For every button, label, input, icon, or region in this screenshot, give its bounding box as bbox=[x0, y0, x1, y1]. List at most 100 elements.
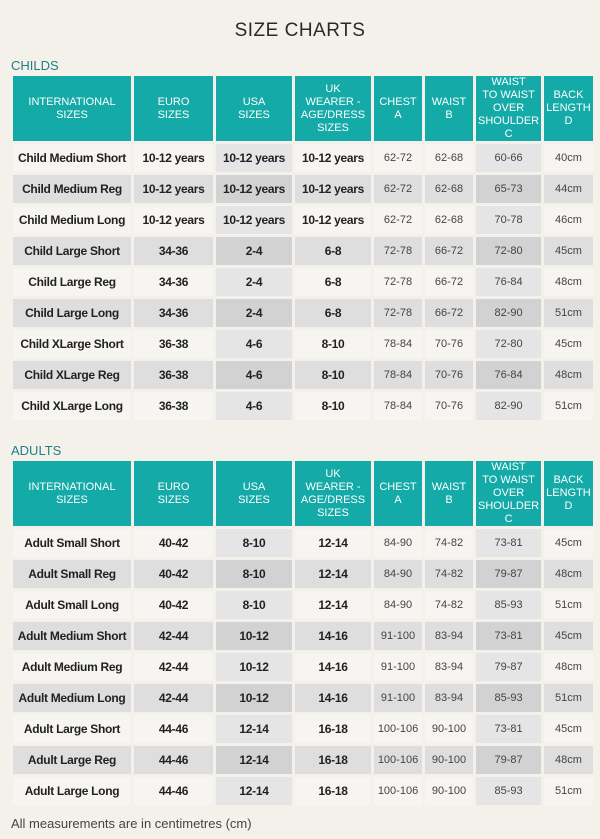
table-row: Child Large Short 34-36 2-4 6-8 72-78 66-72 72… bbox=[13, 237, 593, 265]
column-header-line: SIZES bbox=[157, 493, 190, 506]
column-header-line: SIZES bbox=[238, 493, 270, 506]
table-cell-international: Adult Medium Reg bbox=[13, 653, 131, 681]
table-cell-back-length: 45cm bbox=[544, 715, 593, 743]
table-cell-euro: 40-42 bbox=[134, 529, 213, 557]
table-cell-back-length: 45cm bbox=[544, 237, 593, 265]
column-header-line: BACK bbox=[553, 89, 584, 101]
table-cell-back-length: 44cm bbox=[544, 175, 593, 203]
column-header-line: SIZES bbox=[317, 506, 349, 519]
table-cell-back-length: 48cm bbox=[544, 268, 593, 296]
table-cell-uk: 16-18 bbox=[295, 777, 371, 805]
column-header-uk: UK WEARER - AGE/DRESS SIZES bbox=[295, 461, 371, 526]
table-cell-euro: 44-46 bbox=[134, 777, 213, 805]
table-cell-usa: 2-4 bbox=[216, 299, 292, 327]
table-cell-waist-to-waist: 79-87 bbox=[476, 653, 542, 681]
column-header-line: WAIST bbox=[431, 480, 467, 493]
table-row: Child XLarge Short 36-38 4-6 8-10 78-84 70-76… bbox=[13, 330, 593, 358]
column-header-line: OVER bbox=[492, 487, 525, 499]
column-header-line: C bbox=[504, 513, 513, 525]
column-header-line: INTERNATIONAL bbox=[28, 95, 116, 108]
table-cell-waist: 66-72 bbox=[425, 268, 473, 296]
table-cell-waist-to-waist: 73-81 bbox=[476, 529, 542, 557]
column-header-line: C bbox=[504, 128, 513, 140]
table-cell-waist: 83-94 bbox=[425, 622, 473, 650]
table-cell-international: Adult Large Reg bbox=[13, 746, 131, 774]
column-header-back-length: BACK LENGTH D bbox=[544, 76, 593, 141]
column-header-line: AGE/DRESS bbox=[300, 493, 366, 506]
childs-section-label: CHILDS bbox=[11, 58, 59, 73]
table-cell-usa: 4-6 bbox=[216, 330, 292, 358]
table-row: Adult Medium Long 42-44 10-12 14-16 91-100 83… bbox=[13, 684, 593, 712]
table-cell-international: Adult Large Long bbox=[13, 777, 131, 805]
table-cell-chest: 84-90 bbox=[374, 560, 422, 588]
table-cell-international: Adult Small Long bbox=[13, 591, 131, 619]
table-cell-euro: 42-44 bbox=[134, 622, 213, 650]
table-cell-chest: 100-106 bbox=[374, 715, 422, 743]
table-cell-international: Adult Medium Short bbox=[13, 622, 131, 650]
table-cell-waist: 62-68 bbox=[425, 175, 473, 203]
table-cell-chest: 62-72 bbox=[374, 206, 422, 234]
table-cell-waist-to-waist: 73-81 bbox=[476, 715, 542, 743]
table-cell-usa: 4-6 bbox=[216, 392, 292, 420]
table-cell-waist: 90-100 bbox=[425, 777, 473, 805]
column-header-waist-to-waist: WAIST TO WAIST OVER SHOULDER C bbox=[476, 461, 542, 526]
table-cell-back-length: 48cm bbox=[544, 560, 593, 588]
table-row: Child XLarge Long 36-38 4-6 8-10 78-84 70-76 8… bbox=[13, 392, 593, 420]
table-cell-international: Child Medium Reg bbox=[13, 175, 131, 203]
table-cell-waist-to-waist: 85-93 bbox=[476, 591, 542, 619]
table-cell-back-length: 48cm bbox=[544, 746, 593, 774]
table-cell-international: Child XLarge Short bbox=[13, 330, 131, 358]
table-cell-usa: 10-12 years bbox=[216, 175, 292, 203]
table-cell-waist: 62-68 bbox=[425, 144, 473, 172]
table-cell-international: Child Large Short bbox=[13, 237, 131, 265]
table-cell-chest: 84-90 bbox=[374, 529, 422, 557]
adults-size-table: INTERNATIONAL SIZES EURO SIZES USA SIZES UK WEA… bbox=[10, 458, 596, 808]
table-cell-waist-to-waist: 72-80 bbox=[476, 237, 542, 265]
column-header-line: SHOULDER bbox=[478, 500, 540, 512]
table-cell-usa: 12-14 bbox=[216, 715, 292, 743]
table-cell-euro: 40-42 bbox=[134, 560, 213, 588]
column-header-back-length: BACK LENGTH D bbox=[544, 461, 593, 526]
column-header-line: CHEST bbox=[379, 95, 417, 108]
table-cell-waist-to-waist: 85-93 bbox=[476, 684, 542, 712]
table-cell-uk: 14-16 bbox=[295, 622, 371, 650]
column-header-line: D bbox=[564, 115, 573, 127]
adults-section-label: ADULTS bbox=[11, 443, 62, 458]
table-cell-international: Child Large Reg bbox=[13, 268, 131, 296]
table-cell-euro: 34-36 bbox=[134, 268, 213, 296]
column-header-waist: WAIST B bbox=[425, 76, 473, 141]
table-cell-waist: 66-72 bbox=[425, 237, 473, 265]
table-cell-euro: 34-36 bbox=[134, 237, 213, 265]
column-header-line: TO WAIST bbox=[482, 474, 535, 486]
table-cell-uk: 10-12 years bbox=[295, 206, 371, 234]
table-cell-waist: 66-72 bbox=[425, 299, 473, 327]
table-cell-back-length: 45cm bbox=[544, 330, 593, 358]
table-row: Child Medium Short 10-12 years 10-12 years… bbox=[13, 144, 593, 172]
table-cell-back-length: 40cm bbox=[544, 144, 593, 172]
column-header-line: CHEST bbox=[379, 480, 417, 493]
table-cell-usa: 8-10 bbox=[216, 591, 292, 619]
table-cell-back-length: 51cm bbox=[544, 684, 593, 712]
table-row: Child Large Reg 34-36 2-4 6-8 72-78 66-72 76-8… bbox=[13, 268, 593, 296]
table-cell-euro: 36-38 bbox=[134, 392, 213, 420]
column-header-line: WAIST bbox=[491, 461, 526, 473]
table-cell-chest: 91-100 bbox=[374, 684, 422, 712]
table-cell-international: Adult Small Reg bbox=[13, 560, 131, 588]
table-cell-euro: 34-36 bbox=[134, 299, 213, 327]
column-header-line: WEARER - bbox=[305, 480, 361, 493]
table-cell-chest: 100-106 bbox=[374, 777, 422, 805]
table-cell-uk: 8-10 bbox=[295, 392, 371, 420]
table-cell-euro: 42-44 bbox=[134, 653, 213, 681]
column-header-usa: USA SIZES bbox=[216, 76, 292, 141]
table-cell-euro: 10-12 years bbox=[134, 144, 213, 172]
column-header-euro: EURO SIZES bbox=[134, 461, 213, 526]
table-cell-waist: 83-94 bbox=[425, 684, 473, 712]
table-cell-back-length: 48cm bbox=[544, 653, 593, 681]
column-header-line: USA bbox=[242, 480, 266, 493]
table-row: Adult Small Reg 40-42 8-10 12-14 84-90 74-82 7… bbox=[13, 560, 593, 588]
table-cell-chest: 72-78 bbox=[374, 268, 422, 296]
table-cell-euro: 36-38 bbox=[134, 330, 213, 358]
table-cell-uk: 6-8 bbox=[295, 268, 371, 296]
table-cell-chest: 62-72 bbox=[374, 144, 422, 172]
table-cell-international: Child XLarge Reg bbox=[13, 361, 131, 389]
